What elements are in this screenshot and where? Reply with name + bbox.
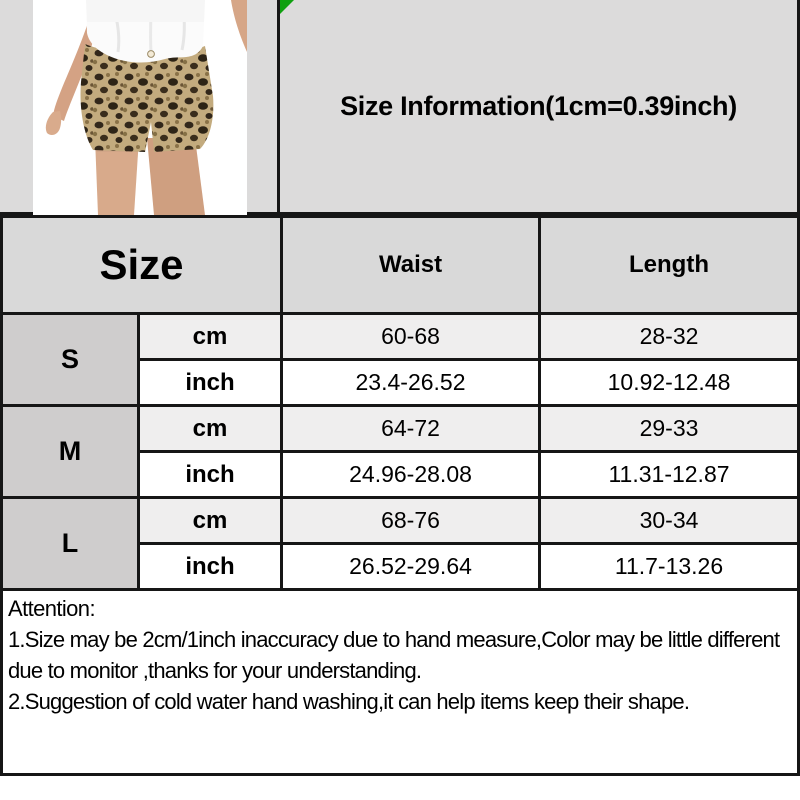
table-row-s-cm: S cm 60-68 28-32	[0, 312, 800, 407]
unit-cell: cm	[136, 312, 284, 361]
size-cell-s: S	[0, 312, 140, 407]
length-value: 29-33	[538, 404, 800, 453]
table-row-m-inch: inch 24.96-28.08 11.31-12.87	[2, 450, 800, 499]
corner-marker-icon	[280, 0, 294, 14]
size-cell-l: L	[0, 496, 140, 591]
length-value: 11.31-12.87	[538, 450, 800, 499]
table-row-l-cm: L cm 68-76 30-34	[0, 496, 800, 591]
table-row-s-inch: inch 23.4-26.52 10.92-12.48	[2, 358, 800, 407]
attention-note-2: 2.Suggestion of cold water hand washing,…	[8, 689, 690, 714]
unit-cell: inch	[136, 358, 284, 407]
waist-value: 23.4-26.52	[280, 358, 542, 407]
size-table: Size Waist Length S cm 60-68 28-32 inch …	[0, 215, 800, 591]
title-panel: Size Information(1cm=0.39inch)	[280, 0, 800, 212]
product-photo	[33, 0, 247, 215]
waist-value: 24.96-28.08	[280, 450, 542, 499]
attention-note-1: 1.Size may be 2cm/1inch inaccuracy due t…	[8, 627, 780, 683]
waist-value: 60-68	[280, 312, 542, 361]
length-column-header: Length	[538, 215, 800, 315]
model-illustration-icon	[33, 0, 247, 215]
unit-cell: cm	[136, 404, 284, 453]
attention-box: Attention: 1.Size may be 2cm/1inch inacc…	[0, 591, 800, 776]
table-row-m-cm: M cm 64-72 29-33	[0, 404, 800, 499]
size-cell-m: M	[0, 404, 140, 499]
length-value: 28-32	[538, 312, 800, 361]
photo-panel	[0, 0, 280, 215]
length-value: 10.92-12.48	[538, 358, 800, 407]
table-row-l-inch: inch 26.52-29.64 11.7-13.26	[2, 542, 800, 591]
top-section: Size Information(1cm=0.39inch)	[0, 0, 800, 215]
size-info-title: Size Information(1cm=0.39inch)	[340, 90, 737, 121]
length-value: 11.7-13.26	[538, 542, 800, 591]
waist-value: 26.52-29.64	[280, 542, 542, 591]
waist-column-header: Waist	[280, 215, 542, 315]
waist-value: 68-76	[280, 496, 542, 545]
unit-cell: inch	[136, 542, 284, 591]
table-header-row: Size Waist Length	[0, 215, 800, 315]
unit-cell: cm	[136, 496, 284, 545]
waist-value: 64-72	[280, 404, 542, 453]
size-column-header: Size	[0, 215, 284, 315]
length-value: 30-34	[538, 496, 800, 545]
attention-heading: Attention:	[8, 596, 96, 621]
unit-cell: inch	[136, 450, 284, 499]
